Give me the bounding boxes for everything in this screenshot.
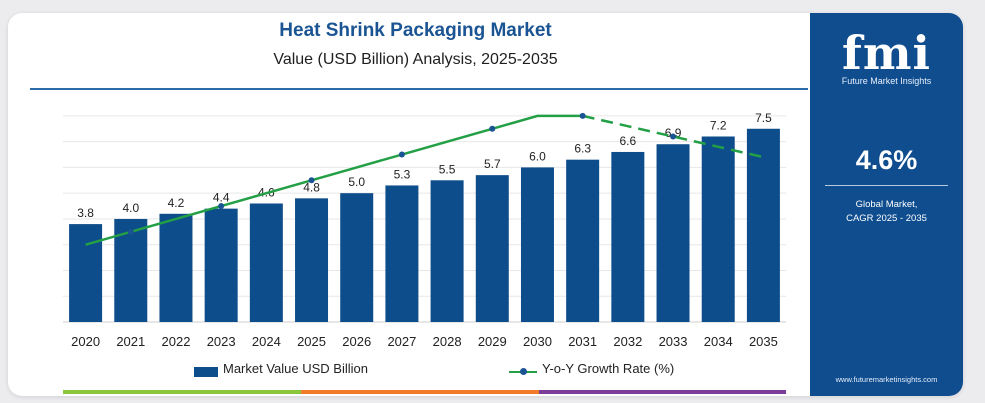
chart-plot: 3.820204.020214.220224.420234.620244.820…	[63, 111, 786, 349]
data-label-2026: 5.0	[348, 175, 365, 189]
growth-marker-2033	[670, 133, 677, 140]
company-name: Future Market Insights	[841, 76, 932, 86]
bar-2024	[249, 203, 283, 322]
x-tick-2029: 2029	[478, 334, 507, 349]
title-divider	[30, 88, 808, 90]
fmi-logo: fmi	[842, 26, 931, 80]
data-label-2028: 5.5	[439, 162, 456, 176]
growth-marker-2029	[489, 125, 496, 132]
legend-line-marker	[520, 368, 527, 375]
x-tick-2024: 2024	[252, 334, 281, 349]
x-tick-2035: 2035	[749, 334, 778, 349]
bottom-accent-orange	[301, 390, 539, 394]
chart-card: Heat Shrink Packaging Market Value (USD …	[8, 13, 963, 396]
bar-2034	[701, 136, 735, 322]
bar-2035	[746, 128, 780, 322]
x-tick-2033: 2033	[659, 334, 688, 349]
cagr-value: 4.6%	[855, 145, 918, 175]
x-tick-2030: 2030	[523, 334, 552, 349]
data-label-2023: 4.4	[213, 191, 230, 205]
data-label-2035: 7.5	[755, 111, 772, 125]
legend-bar-swatch	[194, 367, 218, 377]
data-label-2025: 4.8	[303, 180, 320, 194]
cagr-label: Global Market, CAGR 2025 - 2035	[810, 198, 963, 226]
bar-2026	[340, 193, 374, 322]
growth-marker-2021	[127, 228, 134, 235]
chart-title: Heat Shrink Packaging Market	[279, 20, 552, 41]
cagr-divider	[825, 185, 948, 186]
bar-2031	[566, 159, 600, 322]
growth-marker-2027	[398, 151, 405, 158]
bar-2020	[69, 224, 103, 322]
growth-line-solid	[85, 114, 583, 246]
x-tick-2021: 2021	[116, 334, 145, 349]
bar-2032	[611, 151, 645, 322]
bottom-accent-purple	[539, 390, 786, 394]
x-tick-2023: 2023	[207, 334, 236, 349]
data-label-2022: 4.2	[168, 196, 185, 210]
x-tick-2020: 2020	[71, 334, 100, 349]
x-tick-2025: 2025	[297, 334, 326, 349]
growth-line-dashed	[582, 114, 764, 159]
x-tick-2028: 2028	[433, 334, 462, 349]
data-label-2032: 6.6	[620, 134, 637, 148]
bar-2030	[520, 167, 554, 322]
brand-sidebar: fmi Future Market Insights 4.6% Global M…	[810, 13, 963, 396]
x-tick-2032: 2032	[613, 334, 642, 349]
legend-line-label: Y-o-Y Growth Rate (%)	[542, 361, 675, 376]
data-label-2030: 6.0	[529, 149, 546, 163]
x-tick-2034: 2034	[704, 334, 733, 349]
bar-2022	[159, 213, 193, 322]
cagr-label-line-2: CAGR 2025 - 2035	[846, 213, 927, 224]
x-tick-2031: 2031	[568, 334, 597, 349]
data-label-2034: 7.2	[710, 118, 727, 132]
bar-2028	[430, 180, 464, 322]
website-link[interactable]: www.futuremarketinsights.com	[835, 375, 938, 384]
bar-2029	[475, 175, 509, 322]
bar-2023	[204, 208, 238, 322]
data-label-2029: 5.7	[484, 157, 501, 171]
data-label-2021: 4.0	[122, 201, 139, 215]
legend-bar-label: Market Value USD Billion	[223, 361, 368, 376]
x-tick-2027: 2027	[387, 334, 416, 349]
growth-marker-2031	[579, 112, 586, 119]
data-label-2031: 6.3	[574, 142, 591, 156]
x-tick-2026: 2026	[342, 334, 371, 349]
bar-2033	[656, 144, 690, 322]
cagr-label-line-1: Global Market,	[855, 199, 918, 210]
growth-marker-2023	[218, 203, 225, 210]
growth-marker-2025	[308, 177, 315, 184]
chart-subtitle: Value (USD Billion) Analysis, 2025-2035	[273, 51, 558, 68]
bottom-accent-green	[63, 390, 301, 394]
x-tick-2022: 2022	[162, 334, 191, 349]
data-label-2027: 5.3	[394, 167, 411, 181]
bar-2027	[385, 185, 419, 322]
data-label-2020: 3.8	[77, 206, 94, 220]
bar-2025	[295, 198, 329, 322]
